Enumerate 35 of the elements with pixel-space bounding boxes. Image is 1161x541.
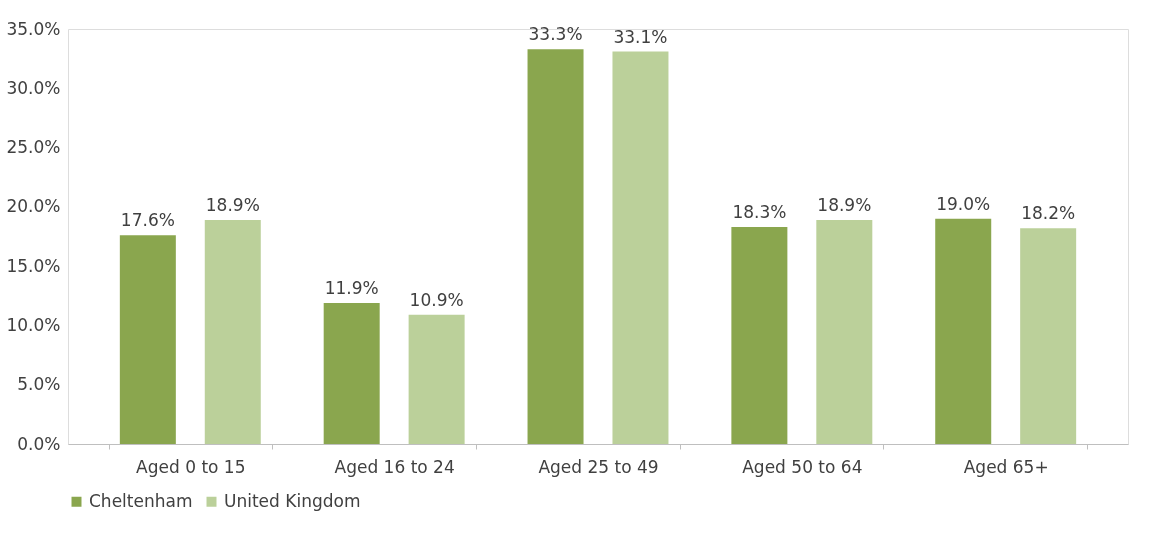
data-label: 18.2% — [1021, 203, 1076, 224]
data-label: 10.9% — [409, 289, 464, 310]
x-tick-label: Aged 16 to 24 — [334, 456, 455, 477]
y-tick-label: 15.0% — [6, 255, 61, 276]
legend-label: Cheltenham — [89, 490, 193, 511]
data-label: 19.0% — [936, 193, 991, 214]
y-tick-label: 25.0% — [6, 137, 61, 158]
bar — [527, 49, 584, 444]
data-label: 11.9% — [324, 277, 379, 298]
legend-label: United Kingdom — [224, 490, 361, 511]
bar — [323, 302, 380, 444]
y-tick-label: 30.0% — [6, 77, 61, 98]
bar — [1020, 228, 1077, 444]
y-tick-label: 5.0% — [17, 374, 61, 395]
bar — [408, 314, 465, 444]
data-label: 17.6% — [120, 210, 175, 231]
x-tick-label: Aged 25 to 49 — [538, 456, 659, 477]
y-tick-label: 35.0% — [6, 18, 61, 39]
bar — [612, 51, 669, 444]
data-label: 33.3% — [528, 24, 583, 45]
x-tick-label: Aged 0 to 15 — [136, 456, 246, 477]
bar — [204, 219, 261, 444]
data-label: 18.3% — [732, 202, 787, 223]
bar — [816, 219, 873, 444]
data-label: 33.1% — [613, 26, 668, 47]
bar — [731, 227, 788, 444]
bar — [935, 218, 992, 444]
bar — [119, 235, 176, 444]
y-tick-label: 10.0% — [6, 314, 61, 335]
y-tick-label: 20.0% — [6, 196, 61, 217]
data-label: 18.9% — [205, 194, 260, 215]
x-tick-label: Aged 65+ — [963, 456, 1049, 477]
x-tick-label: Aged 50 to 64 — [742, 456, 863, 477]
y-tick-label: 0.0% — [17, 433, 61, 454]
data-label: 18.9% — [817, 194, 872, 215]
